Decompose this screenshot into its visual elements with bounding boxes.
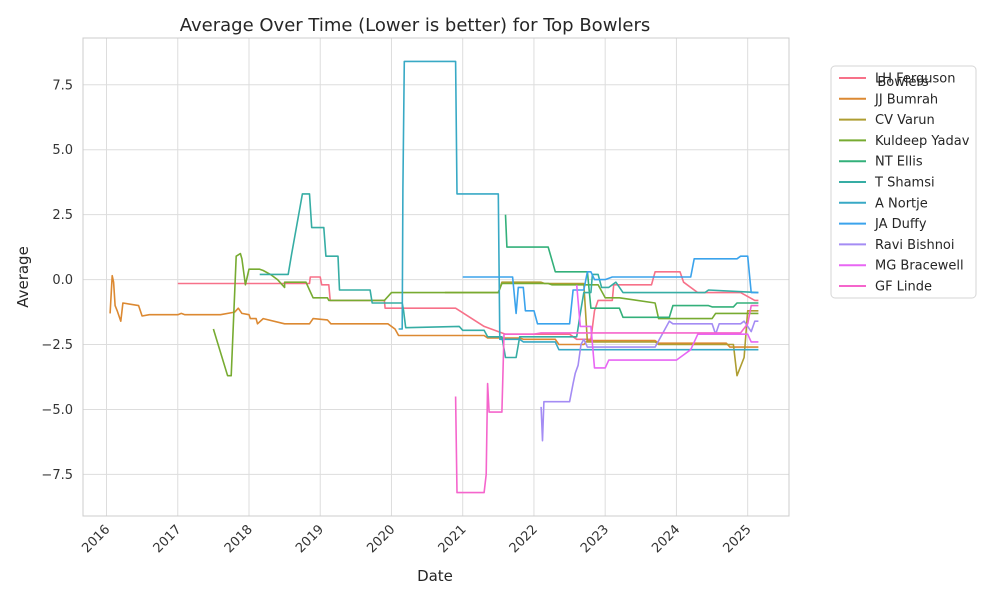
series-line-jj-bumrah <box>109 274 759 348</box>
x-axis-title: Date <box>417 567 453 585</box>
legend-label-mg-bracewell: MG Bracewell <box>875 259 964 274</box>
series-lines <box>109 60 759 494</box>
plot-area-frame <box>82 37 790 517</box>
gridlines <box>83 38 789 516</box>
legend-label-t-shamsi: T Shamsi <box>874 176 935 191</box>
legend-items: LH Ferguson JJ Bumrah CV Varun Kuldeep Yada… <box>839 72 970 295</box>
y-tick-label: 5.0 <box>52 143 73 158</box>
y-axis-title: Average <box>14 246 32 308</box>
legend-label-nt-ellis: NT Ellis <box>875 155 923 170</box>
series-line-a-nortje <box>398 60 759 351</box>
chart-title: Average Over Time (Lower is better) for … <box>180 15 651 36</box>
series-line-ravi-bishnoi <box>540 320 759 442</box>
y-tick-label: −5.0 <box>41 403 73 418</box>
y-tick-label: −2.5 <box>41 338 73 353</box>
legend-label-a-nortje: A Nortje <box>875 196 928 211</box>
legend-box <box>830 65 977 299</box>
y-axis-ticks: −7.5 −5.0 −2.5 0.0 2.5 5.0 7.5 <box>41 78 73 483</box>
series-line-t-shamsi <box>259 193 759 359</box>
y-tick-label: 7.5 <box>52 78 73 93</box>
series-line-nt-ellis <box>504 214 759 319</box>
y-tick-label: 2.5 <box>52 208 73 223</box>
legend-label-cv-varun: CV Varun <box>875 113 935 128</box>
legend-label-kuldeep-yadav: Kuldeep Yadav <box>875 134 970 149</box>
series-line-gf-linde <box>454 304 759 494</box>
legend-label-ravi-bishnoi: Ravi Bishnoi <box>875 238 955 253</box>
legend-label-ja-duffy: JA Duffy <box>874 217 927 232</box>
series-line-mg-bracewell <box>575 284 759 369</box>
legend-label-lh-ferguson: LH Ferguson <box>875 72 956 87</box>
legend-label-gf-linde: GF Linde <box>875 280 932 295</box>
series-line-kuldeep-yadav <box>212 252 759 377</box>
y-tick-label: −7.5 <box>41 468 73 483</box>
y-tick-label: 0.0 <box>52 273 73 288</box>
series-line-cv-varun <box>444 281 759 377</box>
legend-label-jj-bumrah: JJ Bumrah <box>874 92 938 107</box>
legend-title: Bowlers <box>877 75 928 90</box>
legend: Bowlers LH Ferguson JJ Bumrah CV Varun Kuld… <box>830 65 977 299</box>
series-line-ja-duffy <box>462 255 759 325</box>
